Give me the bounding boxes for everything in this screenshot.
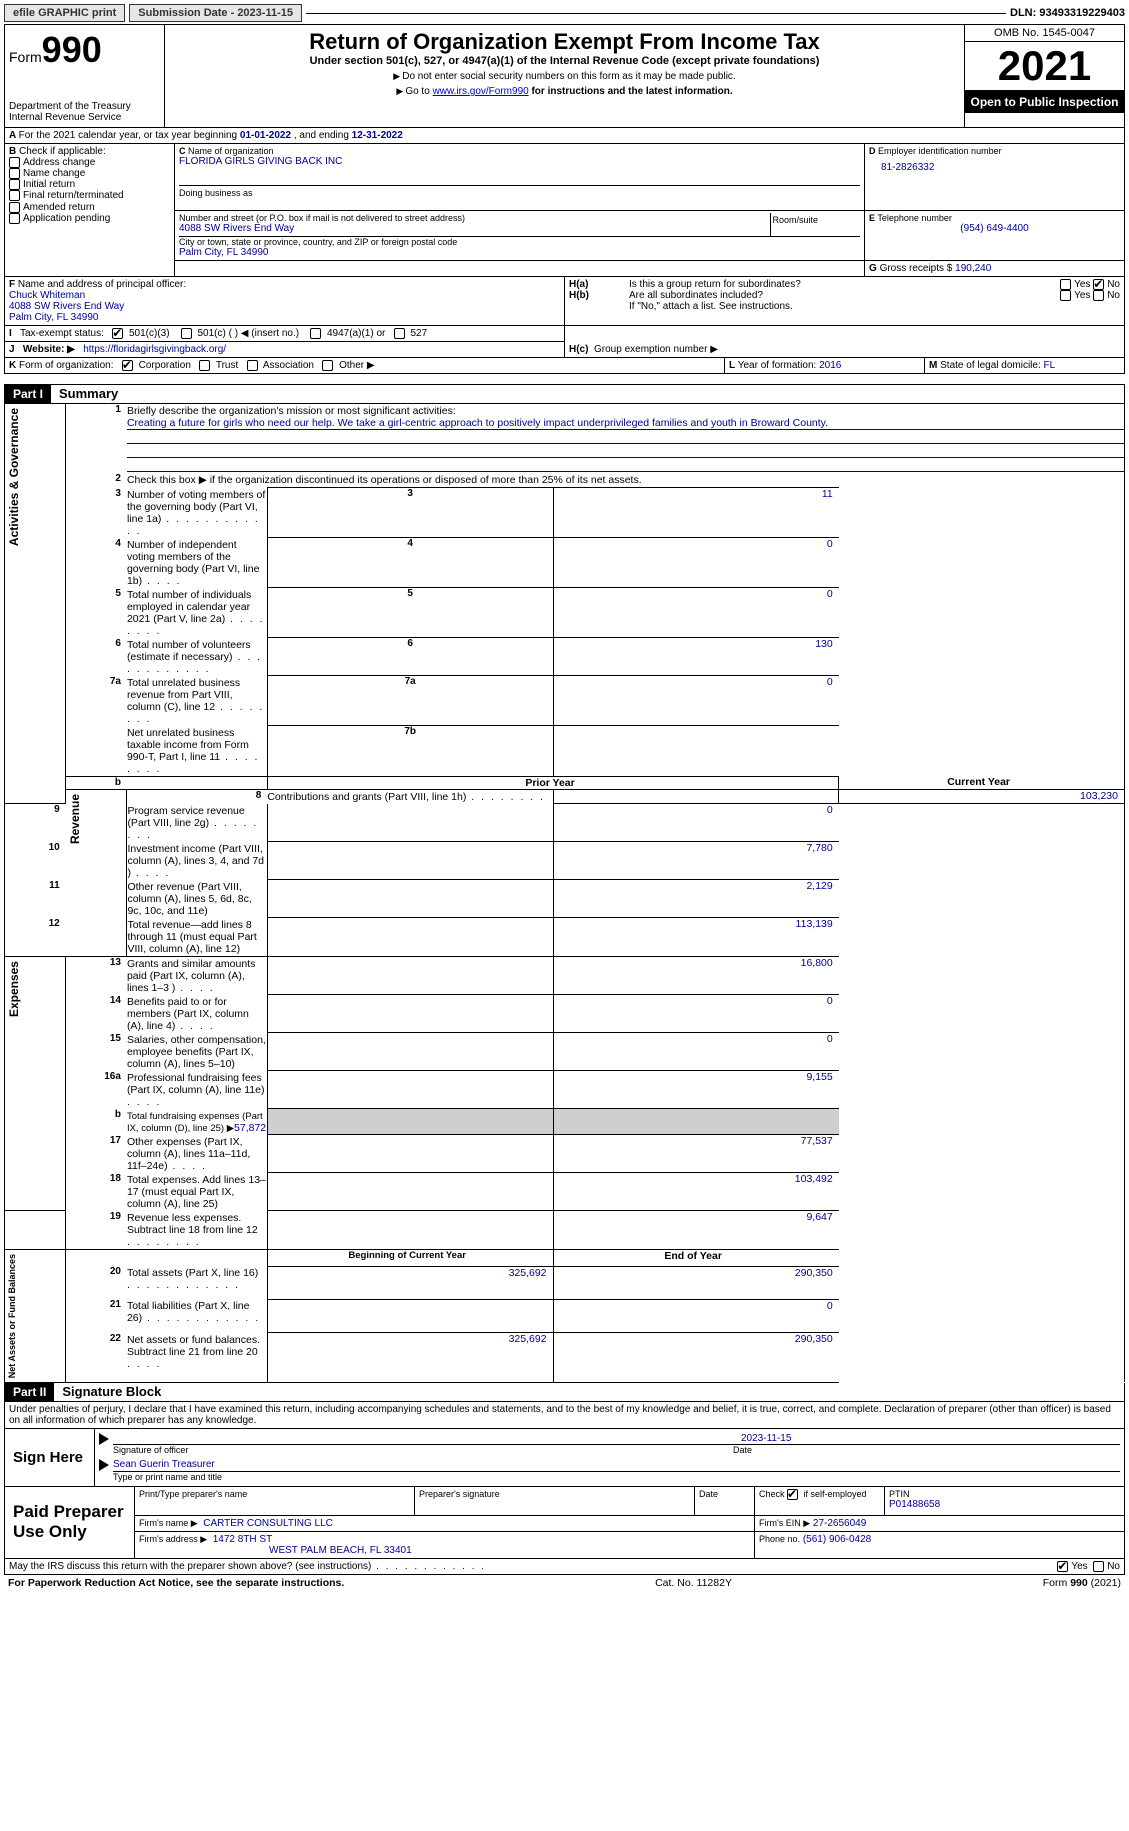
form-header: Form990 Department of the Treasury Inter… [4, 24, 1125, 128]
submission-button[interactable]: Submission Date - 2023-11-15 [129, 4, 302, 22]
form-title: Return of Organization Exempt From Incom… [169, 29, 960, 55]
efile-button[interactable]: efile GRAPHIC print [4, 4, 125, 22]
chk-app-pending[interactable]: Application pending [23, 213, 110, 224]
form-number: Form990 [9, 29, 160, 71]
dln-label: DLN: 93493319229403 [1010, 7, 1125, 19]
city-state-zip: Palm City, FL 34990 [179, 247, 860, 258]
officer-name: Chuck Whiteman [9, 290, 560, 301]
telephone: (954) 649-4400 [869, 223, 1120, 234]
omb-number: OMB No. 1545-0047 [965, 25, 1124, 42]
part1-header: Part ISummary [4, 384, 1125, 404]
officer-block: F Name and address of principal officer:… [4, 276, 1125, 325]
status-row: I Tax-exempt status: 501(c)(3) 501(c) ( … [4, 325, 1125, 358]
sign-here-block: Sign Here 2023-11-15 Signature of office… [4, 1429, 1125, 1487]
chk-address-change[interactable]: Address change [23, 157, 95, 168]
formation-row: K Form of organization: Corporation Trus… [4, 358, 1125, 374]
sig-date: 2023-11-15 [733, 1433, 1120, 1445]
chk-name-change[interactable]: Name change [23, 168, 85, 179]
chk-amended-return[interactable]: Amended return [23, 202, 95, 213]
note-ssn: Do not enter social security numbers on … [169, 71, 960, 82]
tax-year: 2021 [965, 42, 1124, 91]
ptin: P01488658 [889, 1499, 1120, 1510]
vlabel-expenses: Expenses [5, 957, 23, 1021]
summary-table: Activities & Governance 1 Briefly descri… [4, 404, 1125, 1383]
open-public-inspection: Open to Public Inspection [965, 91, 1124, 113]
org-name: FLORIDA GIRLS GIVING BACK INC [179, 156, 860, 167]
gross-receipts: 190,240 [955, 263, 991, 274]
period-row: A For the 2021 calendar year, or tax yea… [4, 128, 1125, 144]
officer-typed-name: Sean Guerin Treasurer [113, 1459, 1120, 1471]
paid-preparer-block: Paid Preparer Use Only Print/Type prepar… [4, 1487, 1125, 1559]
irs-link[interactable]: www.irs.gov/Form990 [433, 86, 529, 97]
vlabel-netassets: Net Assets or Fund Balances [5, 1250, 19, 1382]
vlabel-activities: Activities & Governance [5, 404, 23, 550]
firm-ein: 27-2656049 [813, 1518, 866, 1529]
dept-label: Department of the Treasury Internal Reve… [9, 101, 160, 123]
page-footer: For Paperwork Reduction Act Notice, see … [4, 1575, 1125, 1591]
vlabel-revenue: Revenue [66, 790, 84, 848]
sig-arrow-icon [99, 1459, 109, 1471]
officer-addr1: 4088 SW Rivers End Way [9, 301, 560, 312]
firm-name: CARTER CONSULTING LLC [203, 1518, 333, 1529]
top-toolbar: efile GRAPHIC print Submission Date - 20… [4, 4, 1125, 22]
entity-block: B Check if applicable: Address change Na… [4, 144, 1125, 276]
topbar-divider [306, 13, 1006, 14]
form-subtitle: Under section 501(c), 527, or 4947(a)(1)… [169, 55, 960, 67]
mission-text: Creating a future for girls who need our… [127, 417, 1124, 430]
website[interactable]: https://floridagirlsgivingback.org/ [83, 344, 226, 355]
firm-phone: (561) 906-0428 [803, 1534, 871, 1545]
officer-addr2: Palm City, FL 34990 [9, 312, 560, 323]
street-address: 4088 SW Rivers End Way [179, 223, 770, 234]
discuss-row: May the IRS discuss this return with the… [4, 1559, 1125, 1575]
declaration-text: Under penalties of perjury, I declare th… [4, 1402, 1125, 1429]
sig-arrow-icon [99, 1433, 109, 1445]
chk-final-return[interactable]: Final return/terminated [23, 191, 124, 202]
note-link: Go to www.irs.gov/Form990 for instructio… [169, 86, 960, 97]
chk-initial-return[interactable]: Initial return [23, 179, 75, 190]
part2-header: Part IISignature Block [4, 1383, 1125, 1402]
firm-addr2: WEST PALM BEACH, FL 33401 [139, 1545, 412, 1556]
firm-addr1: 1472 8TH ST [213, 1534, 272, 1545]
ein: 81-2826332 [869, 162, 1120, 173]
